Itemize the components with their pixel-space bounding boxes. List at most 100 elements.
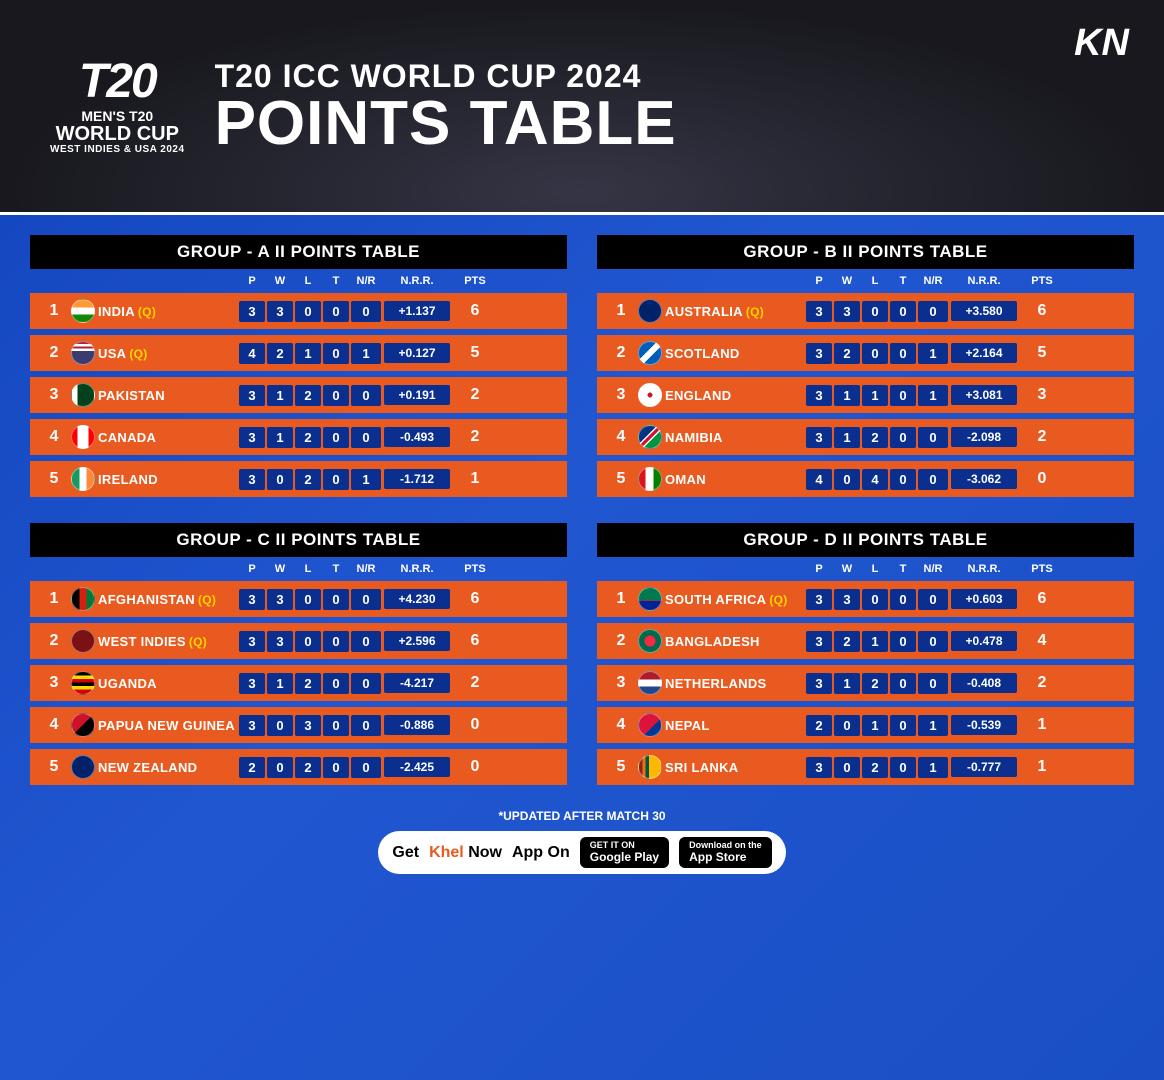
rank: 4 [607, 428, 635, 446]
table-row: 4PAPUA NEW GUINEA30300-0.8860 [30, 707, 567, 743]
team-name: AFGHANISTAN(Q) [98, 592, 238, 607]
col-label: N/R [917, 563, 949, 575]
col-label: P [805, 275, 833, 287]
group-table: GROUP - B II POINTS TABLEPWLTN/RN.R.R.PT… [597, 235, 1134, 503]
stat-nrr: +2.596 [384, 631, 450, 651]
stat-lost: 2 [862, 757, 888, 778]
logo-wc: WORLD CUP [50, 124, 185, 145]
stat-lost: 1 [295, 343, 321, 364]
appon-label: App On [512, 844, 570, 862]
app-badge[interactable]: Get Khel Now App On GET IT ON Google Pla… [378, 831, 785, 874]
stat-played: 3 [239, 715, 265, 736]
stat-played: 3 [806, 427, 832, 448]
table-row: 3UGANDA31200-4.2172 [30, 665, 567, 701]
team-name: NAMIBIA [665, 430, 805, 445]
stat-pts: 4 [1019, 632, 1065, 650]
table-row: 5NEW ZEALAND20200-2.4250 [30, 749, 567, 785]
google-play-button[interactable]: GET IT ON Google Play [580, 837, 669, 868]
stat-won: 0 [267, 715, 293, 736]
stat-won: 2 [834, 631, 860, 652]
rank: 1 [40, 590, 68, 608]
group-header: GROUP - C II POINTS TABLE [30, 523, 567, 557]
stat-won: 0 [834, 469, 860, 490]
group-table: GROUP - D II POINTS TABLEPWLTN/RN.R.R.PT… [597, 523, 1134, 791]
stat-played: 3 [239, 385, 265, 406]
qualified-badge: (Q) [198, 593, 216, 607]
stat-pts: 1 [1019, 758, 1065, 776]
stat-tied: 0 [323, 757, 349, 778]
stat-nr: 0 [351, 427, 381, 448]
team-name: NEPAL [665, 718, 805, 733]
stat-nrr: +3.081 [951, 385, 1017, 405]
stat-nrr: -1.712 [384, 469, 450, 489]
stat-won: 3 [834, 301, 860, 322]
footer: *UPDATED AFTER MATCH 30 Get Khel Now App… [30, 809, 1134, 874]
stat-tied: 0 [323, 343, 349, 364]
stat-nr: 0 [918, 427, 948, 448]
stat-nr: 0 [918, 469, 948, 490]
rank: 2 [40, 632, 68, 650]
stat-nrr: -2.098 [951, 427, 1017, 447]
team-name: NETHERLANDS [665, 676, 805, 691]
stat-lost: 0 [862, 589, 888, 610]
logo-mens: MEN'S T20 [50, 109, 185, 124]
stat-nrr: -2.425 [384, 757, 450, 777]
team-name: OMAN [665, 472, 805, 487]
stat-played: 3 [239, 673, 265, 694]
stat-played: 3 [806, 673, 832, 694]
group-table: GROUP - C II POINTS TABLEPWLTN/RN.R.R.PT… [30, 523, 567, 791]
team-name: NEW ZEALAND [98, 760, 238, 775]
stat-nr: 0 [351, 385, 381, 406]
flag-icon [638, 587, 662, 611]
stat-lost: 2 [295, 757, 321, 778]
stat-lost: 4 [862, 469, 888, 490]
stat-pts: 5 [452, 344, 498, 362]
stat-nr: 1 [351, 343, 381, 364]
stat-pts: 6 [452, 590, 498, 608]
flag-icon [71, 341, 95, 365]
stat-nrr: -0.886 [384, 715, 450, 735]
team-name: ENGLAND [665, 388, 805, 403]
stat-won: 3 [267, 589, 293, 610]
stat-nr: 0 [918, 673, 948, 694]
table-row: 5OMAN40400-3.0620 [597, 461, 1134, 497]
stat-played: 3 [239, 469, 265, 490]
stat-nr: 0 [351, 301, 381, 322]
col-label: T [889, 563, 917, 575]
col-label: N.R.R. [382, 563, 452, 575]
flag-icon [71, 425, 95, 449]
stat-played: 3 [806, 343, 832, 364]
qualified-badge: (Q) [129, 347, 147, 361]
header-title: T20 ICC WORLD CUP 2024 POINTS TABLE [215, 58, 677, 154]
stat-nr: 1 [918, 757, 948, 778]
stat-nr: 1 [918, 715, 948, 736]
stat-nrr: -0.493 [384, 427, 450, 447]
stat-pts: 1 [452, 470, 498, 488]
kn-logo: KN [1074, 22, 1129, 65]
app-store-button[interactable]: Download on the App Store [679, 837, 772, 868]
stat-won: 1 [267, 385, 293, 406]
group-header: GROUP - B II POINTS TABLE [597, 235, 1134, 269]
logo-sub: WEST INDIES & USA 2024 [50, 145, 185, 156]
stat-won: 3 [267, 301, 293, 322]
col-label: W [266, 275, 294, 287]
column-headers: PWLTN/RN.R.R.PTS [597, 557, 1134, 581]
stat-won: 2 [267, 343, 293, 364]
rank: 4 [40, 716, 68, 734]
flag-icon [638, 341, 662, 365]
flag-icon [638, 755, 662, 779]
table-row: 1INDIA(Q)33000+1.1376 [30, 293, 567, 329]
stat-lost: 2 [862, 427, 888, 448]
table-row: 3NETHERLANDS31200-0.4082 [597, 665, 1134, 701]
stat-pts: 6 [452, 632, 498, 650]
stat-won: 1 [267, 427, 293, 448]
table-row: 2USA(Q)42101+0.1275 [30, 335, 567, 371]
stat-nrr: +1.137 [384, 301, 450, 321]
stat-lost: 0 [862, 343, 888, 364]
stat-lost: 2 [295, 427, 321, 448]
team-name: PAKISTAN [98, 388, 238, 403]
stat-lost: 0 [862, 301, 888, 322]
col-label: PTS [1019, 275, 1065, 287]
col-label: L [861, 275, 889, 287]
group-header: GROUP - D II POINTS TABLE [597, 523, 1134, 557]
